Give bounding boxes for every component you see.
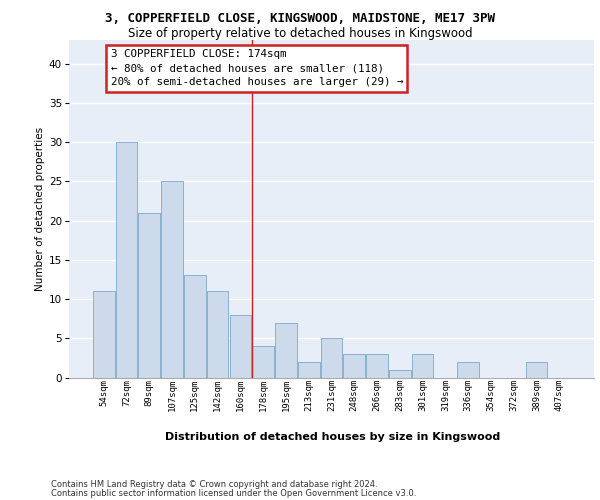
Text: 3, COPPERFIELD CLOSE, KINGSWOOD, MAIDSTONE, ME17 3PW: 3, COPPERFIELD CLOSE, KINGSWOOD, MAIDSTO… [105,12,495,24]
Bar [116,142,137,378]
Bar [207,291,229,378]
Text: Size of property relative to detached houses in Kingswood: Size of property relative to detached ho… [128,28,472,40]
Bar [389,370,410,378]
Bar [275,322,297,378]
Bar [161,182,183,378]
Text: 3 COPPERFIELD CLOSE: 174sqm
← 80% of detached houses are smaller (118)
20% of se: 3 COPPERFIELD CLOSE: 174sqm ← 80% of det… [110,50,403,88]
Text: Contains HM Land Registry data © Crown copyright and database right 2024.: Contains HM Land Registry data © Crown c… [51,480,377,489]
Bar [230,314,251,378]
Text: Distribution of detached houses by size in Kingswood: Distribution of detached houses by size … [166,432,500,442]
Bar [366,354,388,378]
Bar [184,276,206,378]
Bar [253,346,274,378]
Text: Contains public sector information licensed under the Open Government Licence v3: Contains public sector information licen… [51,490,416,498]
Bar [343,354,365,378]
Bar [298,362,320,378]
Bar [412,354,433,378]
Bar [457,362,479,378]
Y-axis label: Number of detached properties: Number of detached properties [35,126,44,291]
Bar [526,362,547,378]
Bar [93,291,115,378]
Bar [320,338,343,378]
Bar [139,212,160,378]
